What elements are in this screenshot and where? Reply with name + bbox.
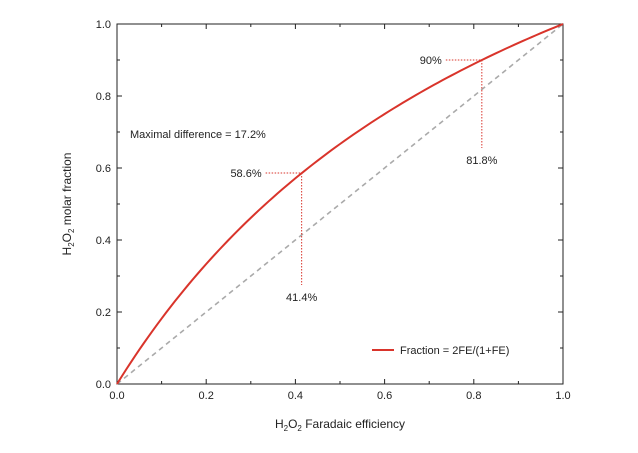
x-tick-label: 1.0	[555, 390, 570, 402]
y-tick-label: 0.0	[96, 379, 111, 391]
marker-labels: 58.6% 41.4% 90% 81.8%	[230, 55, 497, 304]
x-tick-label: 0.2	[199, 390, 214, 402]
marker-y-label: 90%	[420, 55, 442, 67]
y-tick-label: 0.8	[96, 91, 111, 103]
legend-label: Fraction = 2FE/(1+FE)	[400, 345, 509, 357]
x-tick-label: 0.6	[377, 390, 392, 402]
y-axis-label: H2O2 molar fraction	[60, 153, 76, 256]
reference-diagonal	[116, 23, 564, 385]
marker-y-label: 58.6%	[230, 168, 261, 180]
x-tick-label: 0.8	[466, 390, 481, 402]
annotation-maximal-difference: Maximal difference = 17.2%	[130, 129, 266, 141]
x-tick-label: 0.0	[109, 390, 124, 402]
marker-lines	[265, 59, 483, 286]
x-axis-label: H2O2 Faradaic efficiency	[275, 417, 405, 433]
marker-x-label: 81.8%	[466, 155, 497, 167]
y-tick-label: 0.2	[96, 307, 111, 319]
y-tick-label: 1.0	[96, 19, 111, 31]
y-tick-label: 0.6	[96, 163, 111, 175]
series-line-fraction	[116, 23, 564, 385]
legend: Fraction = 2FE/(1+FE)	[372, 345, 509, 357]
x-tick-label: 0.4	[288, 390, 303, 402]
tick-labels: 0.0 0.2 0.4 0.6 0.8 1.0 0.0 0.2 0.4 0.6 0.8 1.0	[96, 19, 571, 402]
marker-x-label: 41.4%	[286, 292, 317, 304]
y-tick-label: 0.4	[96, 235, 111, 247]
